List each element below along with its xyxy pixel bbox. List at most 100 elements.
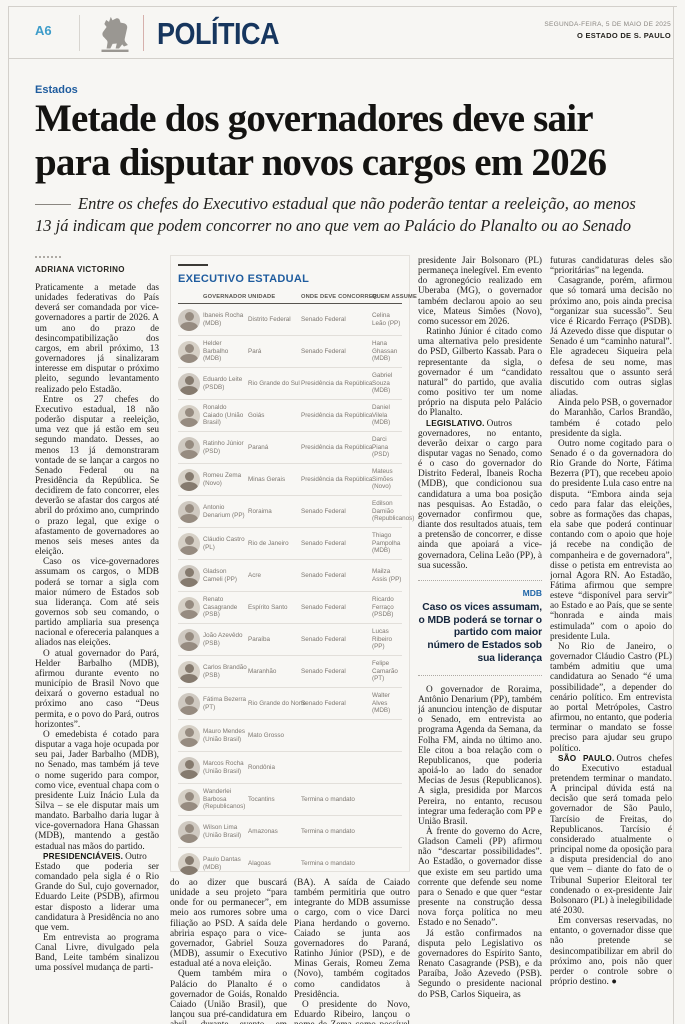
governor-name: Wilson Lima (União Brasil) bbox=[203, 823, 242, 839]
target-office: Presidência da República bbox=[301, 411, 373, 419]
target-office: Presidência da República bbox=[301, 443, 373, 451]
state: Mato Grosso bbox=[248, 731, 285, 739]
table-row: Carlos Brandão (PSB) Maranhão Senado Feder… bbox=[178, 656, 402, 688]
paragraph-text: Ainda pelo PSB, o governador do Maranhão… bbox=[550, 398, 672, 439]
governor-photo bbox=[178, 564, 200, 587]
section-title: POLÍTICA bbox=[157, 17, 280, 51]
target-office: Senado Federal bbox=[301, 347, 346, 355]
governor-name: Renato Casagrande (PSB) bbox=[203, 596, 238, 619]
table-row: Wanderlei Barbosa (Republicanos) Tocantin… bbox=[178, 784, 402, 816]
table-row: Paulo Dantas (MDB) Alagoas Termina o manda… bbox=[178, 848, 402, 879]
paragraph: LEGISLATIVO. Outros governadores, no enta… bbox=[418, 419, 542, 571]
paragraph-text: Em conversas reservadas, no entanto, o g… bbox=[550, 916, 672, 988]
governor-photo bbox=[178, 308, 200, 331]
state: Rondônia bbox=[248, 763, 275, 771]
paragraph: presidente Jair Bolsonaro (PL) permaneça… bbox=[418, 256, 542, 327]
col-header-quem: QUEM ASSUME bbox=[372, 294, 417, 300]
state: Amazonas bbox=[248, 827, 278, 835]
masthead-divider bbox=[79, 15, 80, 51]
governor-photo bbox=[178, 788, 200, 811]
governor-photo bbox=[178, 436, 200, 459]
governor-name: Ibaneis Rocha (MDB) bbox=[203, 311, 244, 327]
state: Pará bbox=[248, 347, 262, 355]
subtitle-dash bbox=[35, 204, 71, 205]
panel-tick bbox=[178, 264, 208, 266]
paragraph-text: Em entrevista ao programa Canal Livre, d… bbox=[35, 933, 159, 974]
paragraph-text: futuras candidaturas deles são “prioritá… bbox=[550, 256, 672, 277]
col-header-governador: GOVERNADOR bbox=[203, 294, 247, 300]
section-lead: PRESIDENCIÁVEIS. bbox=[43, 851, 124, 861]
successor: Mailza Assis (PP) bbox=[372, 567, 402, 583]
target-office: Termina o mandato bbox=[301, 859, 355, 867]
headline-line-1: Metade dos governadores deve sair bbox=[35, 97, 594, 140]
governor-name: Antonio Denarium (PP) bbox=[203, 503, 245, 519]
paragraph-text: Entre os 27 chefes do Executivo estadual… bbox=[35, 394, 159, 558]
text-column-2: do ao dizer que buscará unidade a seu pr… bbox=[170, 878, 287, 1024]
masthead-divider-red bbox=[143, 15, 144, 51]
paragraph-text: O governador de Roraima, Antônio Denariu… bbox=[418, 684, 542, 827]
pull-quote-tag: MDB bbox=[522, 587, 542, 598]
governor-name: Helder Barbalho (MDB) bbox=[203, 340, 229, 363]
governor-name: Marcos Rocha (União Brasil) bbox=[203, 759, 244, 775]
paragraph-text: O presidente do Novo, Eduardo Ribeiro, l… bbox=[294, 999, 410, 1024]
paragraph: Em entrevista ao programa Canal Livre, d… bbox=[35, 933, 159, 974]
paragraph: futuras candidaturas deles são “prioritá… bbox=[550, 256, 672, 276]
successor: Gabriel Souza (MDB) bbox=[372, 372, 393, 395]
paragraph: Ainda pelo PSB, o governador do Maranhão… bbox=[550, 398, 672, 439]
state: Paraíba bbox=[248, 635, 271, 643]
successor: Ricardo Ferraço (PSDB) bbox=[372, 596, 394, 619]
state: Goiás bbox=[248, 411, 265, 419]
paragraph: Casagrande, porém, afirmou que só tomará… bbox=[550, 276, 672, 398]
col-header-onde: ONDE DEVE CONCORRER bbox=[301, 294, 378, 300]
table-row: Ratinho Júnior (PSD) Paraná Presidência da… bbox=[178, 432, 402, 464]
successor: Daniel Vilela (MDB) bbox=[372, 404, 391, 427]
paragraph: O presidente do Novo, Eduardo Ribeiro, l… bbox=[294, 1000, 410, 1024]
table-row: Ronaldo Caiado (União Brasil) Goiás Presid… bbox=[178, 400, 402, 432]
table-row: Marcos Rocha (União Brasil) Rondônia bbox=[178, 752, 402, 784]
edition-date: SEGUNDA-FEIRA, 5 DE MAIO DE 2025 bbox=[544, 21, 671, 28]
paragraph-text: Praticamente a metade das unidades feder… bbox=[35, 283, 159, 395]
target-office: Senado Federal bbox=[301, 667, 346, 675]
paragraph: Ratinho Júnior é citado como uma alterna… bbox=[418, 327, 542, 418]
state: Minas Gerais bbox=[248, 475, 286, 483]
paragraph-text: Ratinho Júnior é citado como uma alterna… bbox=[418, 327, 542, 419]
headline: Metade dos governadores deve sair para d… bbox=[35, 97, 663, 185]
state: Alagoas bbox=[248, 859, 271, 867]
governor-photo bbox=[178, 852, 200, 875]
table-row: Renato Casagrande (PSB) Espírito Santo Sen… bbox=[178, 592, 402, 624]
paragraph-text: Outro Estado que poderia ser comandado p… bbox=[35, 851, 159, 933]
kicker: Estados bbox=[35, 84, 78, 96]
byline-rule bbox=[35, 256, 61, 258]
successor: Felipe Camarão (PT) bbox=[372, 660, 398, 683]
governor-photo bbox=[178, 820, 200, 843]
newspaper-name: O ESTADO DE S. PAULO bbox=[576, 31, 671, 40]
text-column-4: presidente Jair Bolsonaro (PL) permaneça… bbox=[418, 256, 542, 1024]
paragraph-text: presidente Jair Bolsonaro (PL) permaneça… bbox=[418, 256, 542, 327]
table-row: Romeu Zema (Novo) Minas Gerais Presidência… bbox=[178, 464, 402, 496]
target-office: Senado Federal bbox=[301, 507, 346, 515]
governor-photo bbox=[178, 724, 200, 747]
state: Rio de Janeiro bbox=[248, 539, 289, 547]
state: Roraima bbox=[248, 507, 272, 515]
byline-name: ADRIANA VICTORINO bbox=[35, 265, 125, 274]
table-row: Cláudio Castro (PL) Rio de Janeiro Senado … bbox=[178, 528, 402, 560]
section-lead: LEGISLATIVO. bbox=[426, 418, 485, 428]
governor-photo bbox=[178, 628, 200, 651]
successor: Lucas Ribeiro (PP) bbox=[372, 628, 392, 651]
governor-name: Ratinho Júnior (PSD) bbox=[203, 439, 244, 455]
headline-line-2: para disputar novos cargos em 2026 bbox=[35, 141, 607, 184]
paragraph: Caso os vice-governadores assumam os car… bbox=[35, 557, 159, 648]
right-page-rule bbox=[673, 6, 674, 1024]
target-office: Senado Federal bbox=[301, 635, 346, 643]
text-column-5: futuras candidaturas deles são “prioritá… bbox=[550, 256, 672, 1024]
paragraph-text: Outros chefes do Executivo estadual pret… bbox=[550, 753, 672, 916]
table-row: João Azevêdo (PSB) Paraíba Senado Federal L… bbox=[178, 624, 402, 656]
target-office: Presidência da República bbox=[301, 475, 373, 483]
governor-name: Wanderlei Barbosa (Republicanos) bbox=[203, 788, 246, 811]
paragraph: Quem também mira o Palácio do Planalto é… bbox=[170, 969, 287, 1024]
paragraph-text: Já estão confirmados na disputa pelo Leg… bbox=[418, 928, 542, 1000]
paragraph: Já estão confirmados na disputa pelo Leg… bbox=[418, 929, 542, 1000]
governor-photo bbox=[178, 372, 200, 395]
target-office: Termina o mandato bbox=[301, 795, 355, 803]
successor: Walter Alves (MDB) bbox=[372, 692, 391, 715]
